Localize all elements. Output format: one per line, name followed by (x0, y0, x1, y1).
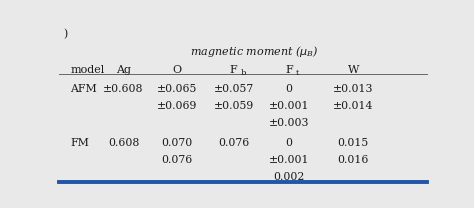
Text: ±0.001: ±0.001 (269, 155, 309, 165)
Text: ±0.001: ±0.001 (269, 101, 309, 111)
Text: model: model (70, 65, 105, 75)
Text: F: F (285, 65, 293, 75)
Text: ±0.069: ±0.069 (156, 101, 197, 111)
Text: 0.016: 0.016 (337, 155, 369, 165)
Text: ±0.065: ±0.065 (156, 84, 197, 94)
Text: W: W (347, 65, 359, 75)
Text: magnetic moment ($\mathit{\mu}_\mathregular{B}$): magnetic moment ($\mathit{\mu}_\mathregu… (190, 44, 318, 59)
Text: 0.608: 0.608 (108, 138, 139, 148)
Text: 0.070: 0.070 (161, 138, 192, 148)
Text: 0: 0 (285, 84, 292, 94)
Text: Ag: Ag (116, 65, 131, 75)
Text: ): ) (63, 29, 67, 39)
Text: 0: 0 (285, 138, 292, 148)
Text: 0.015: 0.015 (337, 138, 369, 148)
Text: ±0.003: ±0.003 (269, 118, 309, 128)
Text: ±0.057: ±0.057 (214, 84, 254, 94)
Text: AFM: AFM (70, 84, 97, 94)
Text: 0.076: 0.076 (161, 155, 192, 165)
Text: F: F (230, 65, 237, 75)
Text: FM: FM (70, 138, 89, 148)
Text: 0.002: 0.002 (273, 172, 304, 182)
Text: 0.076: 0.076 (218, 138, 249, 148)
Text: O: O (172, 65, 182, 75)
Text: b: b (240, 69, 246, 77)
Text: ±0.014: ±0.014 (333, 101, 374, 111)
Text: ±0.013: ±0.013 (333, 84, 374, 94)
Text: ±0.059: ±0.059 (214, 101, 254, 111)
Text: ±0.608: ±0.608 (103, 84, 144, 94)
Text: t: t (295, 69, 299, 77)
